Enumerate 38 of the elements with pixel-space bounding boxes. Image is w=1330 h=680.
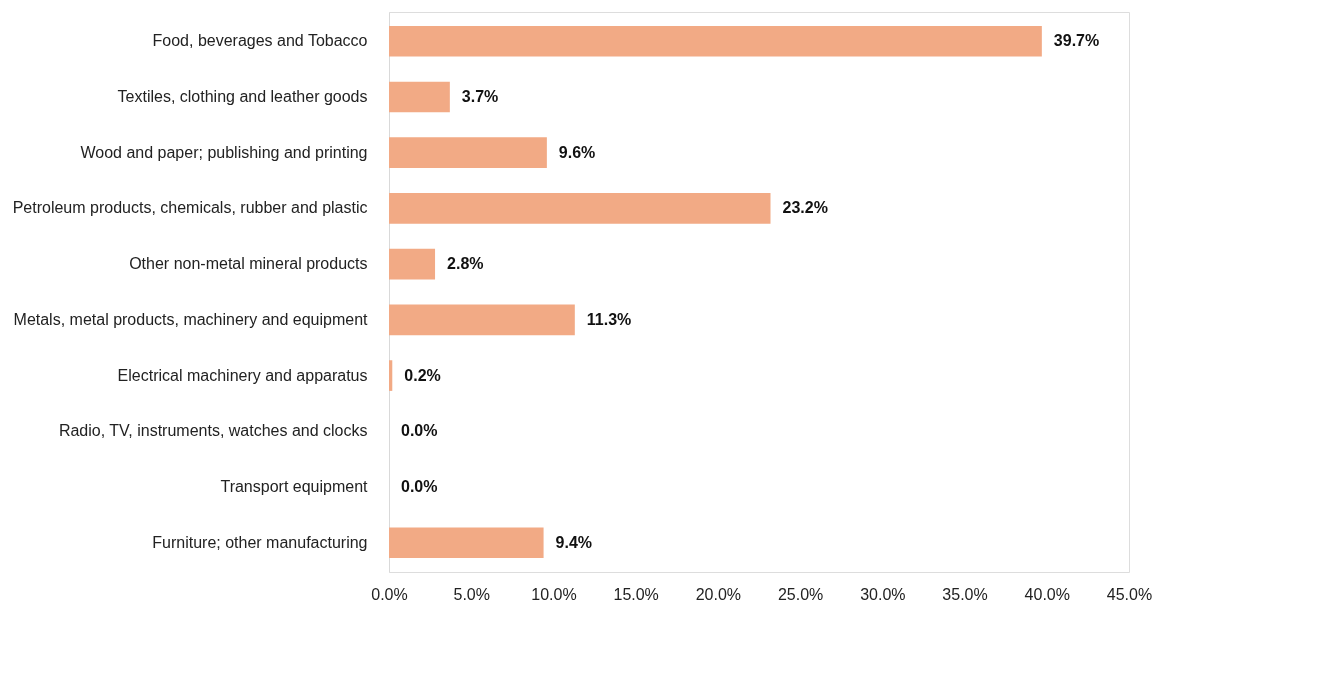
bar [389, 304, 575, 336]
data-label: 23.2% [782, 199, 828, 217]
x-tick-label: 10.0% [531, 585, 577, 603]
data-label: 11.3% [586, 310, 632, 328]
x-tick-label: 5.0% [453, 585, 490, 603]
bar [389, 25, 1042, 57]
y-tick-label: Transport equipment [220, 478, 369, 496]
data-label: 9.6% [558, 143, 596, 161]
bar [389, 137, 547, 169]
data-label: 2.8% [447, 255, 484, 273]
data-label: 0.2% [404, 366, 441, 384]
bar [389, 527, 544, 559]
y-tick-label: Wood and paper; publishing and printing [80, 143, 368, 161]
data-label: 3.7% [461, 87, 499, 105]
y-tick-label: Electrical machinery and apparatus [117, 366, 368, 384]
data-label: 0.0% [401, 478, 438, 496]
y-tick-label: Radio, TV, instruments, watches and clocks [58, 422, 368, 440]
bar [389, 81, 450, 113]
bar [389, 360, 393, 391]
bar [389, 193, 771, 224]
data-label: 0.0% [401, 422, 438, 440]
y-tick-label: Metals, metal products, machinery and equipment [13, 310, 369, 328]
bar [389, 248, 436, 280]
x-tick-label: 15.0% [613, 585, 659, 603]
y-tick-label: Other non-metal mineral products [129, 255, 368, 273]
x-tick-label: 45.0% [1106, 585, 1153, 603]
x-tick-label: 35.0% [942, 585, 988, 603]
x-tick-label: 30.0% [860, 585, 906, 603]
x-tick-label: 20.0% [695, 585, 742, 603]
x-tick-label: 0.0% [371, 585, 408, 603]
y-tick-label: Textiles, clothing and leather goods [117, 87, 368, 105]
y-tick-label: Petroleum products, chemicals, rubber and plastic [12, 199, 368, 217]
data-label: 39.7% [1053, 32, 1100, 50]
y-tick-label: Food, beverages and Tobacco [152, 32, 368, 50]
data-label: 9.4% [555, 533, 593, 551]
x-tick-label: 25.0% [777, 585, 824, 603]
y-tick-label: Furniture; other manufacturing [152, 533, 368, 551]
x-tick-label: 40.0% [1024, 585, 1070, 603]
